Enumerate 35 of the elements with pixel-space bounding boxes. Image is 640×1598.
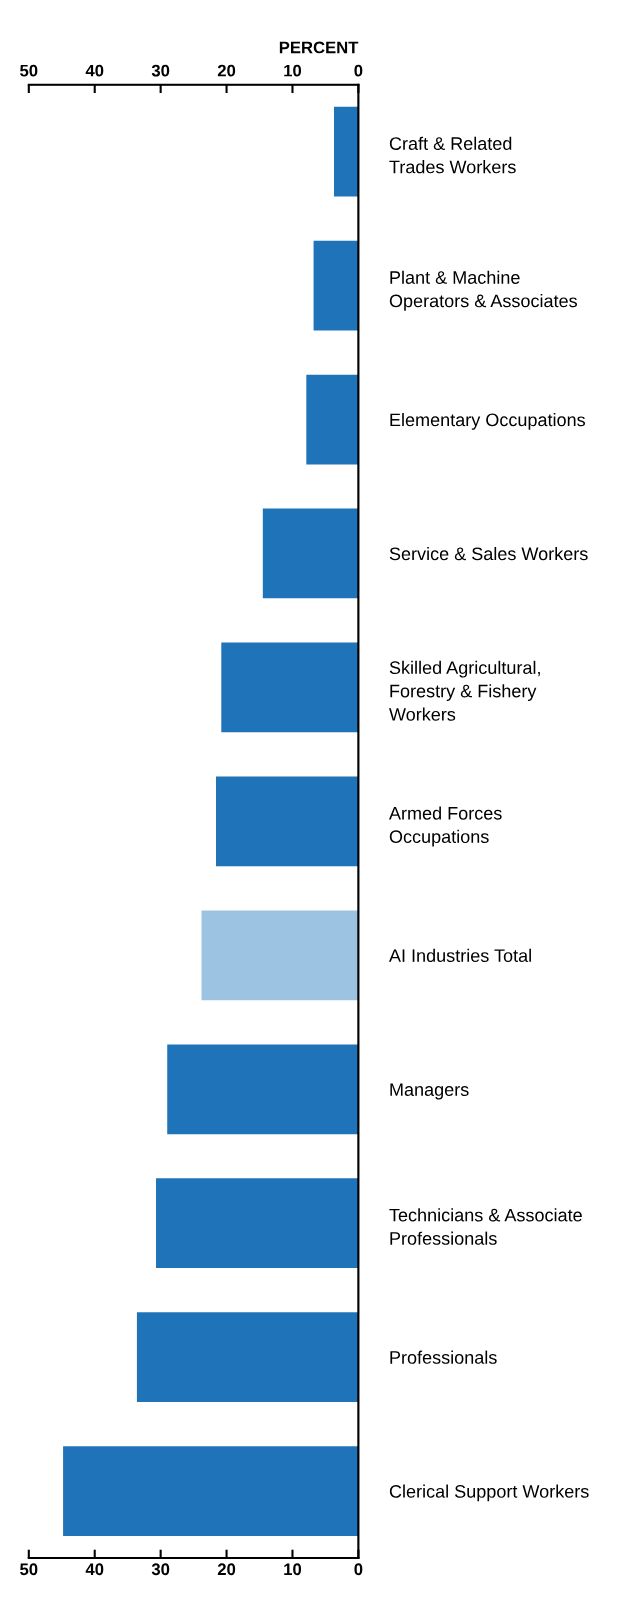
y-tick-label: Clerical Support Workers (389, 1484, 589, 1502)
bar (334, 106, 359, 197)
bar (221, 642, 359, 733)
bar (313, 240, 359, 331)
y-tick-label: AI Industries Total (388, 948, 531, 963)
x2-tick-label: 0 (354, 64, 363, 77)
x2-tick-label: 30 (151, 64, 170, 77)
bar (136, 1312, 359, 1403)
x-tick-label: 40 (85, 1563, 104, 1576)
bar (201, 910, 359, 1001)
y-tick-label: Elementary Occupations (390, 413, 585, 430)
bar (262, 508, 359, 599)
y-tick-label: Managers (390, 1083, 469, 1100)
bar (306, 374, 359, 465)
y-tick-label: Technicians & Associate Professionals (389, 1208, 582, 1245)
y-tick-label: Armed Forces Occupations (388, 806, 502, 847)
x-tick-label: 20 (217, 1563, 236, 1576)
bar (216, 776, 359, 867)
bar (63, 1446, 359, 1536)
bar (167, 1044, 359, 1135)
x2-tick-label: 40 (85, 64, 104, 77)
y-tick-label: Professionals (390, 1350, 497, 1364)
x2-tick-label: 20 (217, 64, 236, 77)
x-tick-label: 30 (151, 1563, 170, 1576)
y-tick-label: Skilled Agricultural, Forestry & Fishery Workers (389, 660, 540, 721)
x-tick-label: 50 (20, 1563, 38, 1576)
y-tick-label: Craft & Related Trades Workers (389, 136, 516, 174)
y-tick-label: Plant & Machine Operators & Associates (389, 270, 577, 311)
x2-tick-label: 50 (20, 64, 38, 77)
x-tick-label: 0 (354, 1563, 363, 1576)
bar (156, 1178, 359, 1269)
x2-axis-title: PERCENT (279, 41, 359, 54)
y-tick-label: Service & Sales Workers (389, 546, 588, 561)
x2-tick-label: 10 (284, 64, 302, 77)
x-tick-label: 10 (284, 1563, 302, 1576)
